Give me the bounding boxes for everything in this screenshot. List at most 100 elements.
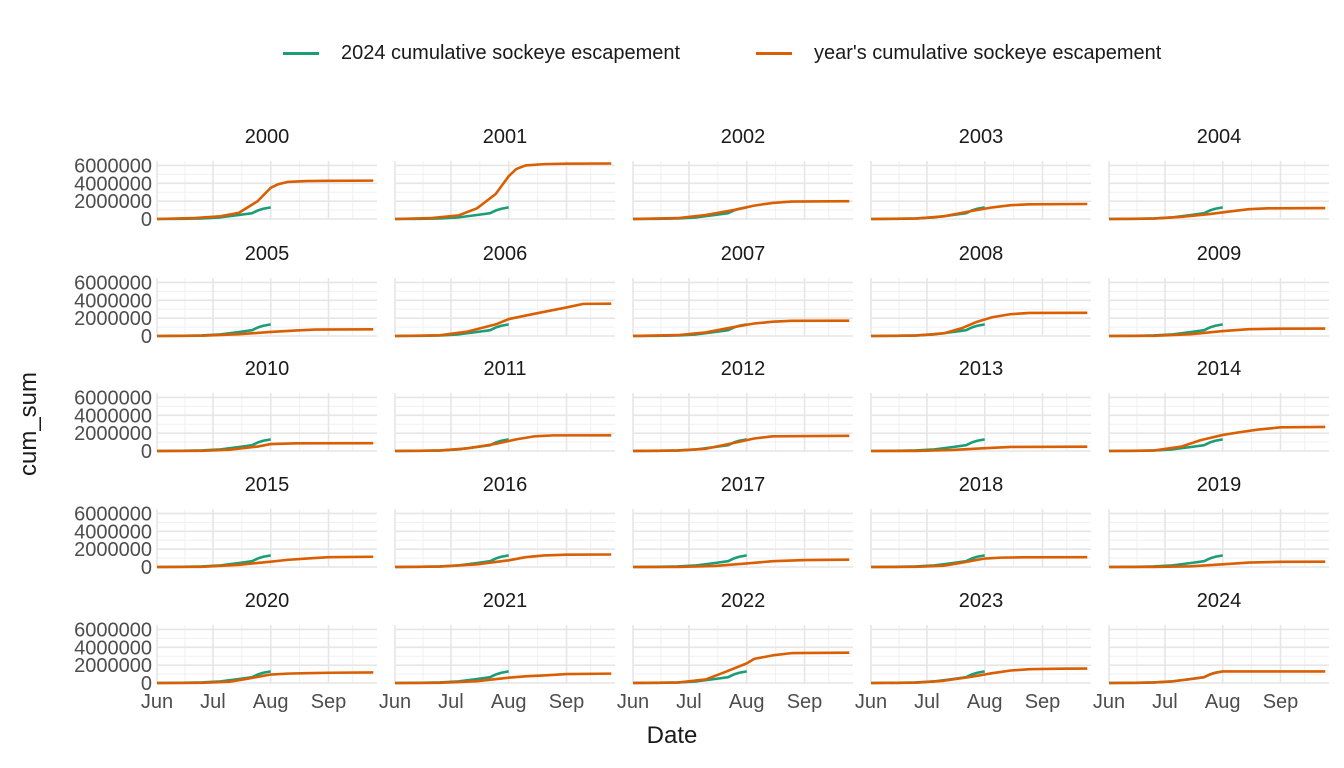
y-tick-label: 2000000 (74, 655, 152, 677)
facet-title-2021: 2021 (483, 590, 528, 612)
series-line-year-2011 (394, 434, 612, 453)
facet-title-2002: 2002 (721, 126, 766, 148)
series-line-year-2014 (1108, 425, 1326, 453)
facet-title-2004: 2004 (1197, 126, 1242, 148)
series-line-year-2023 (870, 667, 1088, 685)
x-tick-label: Jun (617, 691, 649, 713)
series-line-year-2010 (156, 441, 374, 453)
y-axis-title: cum_sum (15, 371, 42, 477)
series-line-year-2012 (632, 434, 850, 453)
series-line-year-2016 (394, 553, 612, 569)
x-tick-label: Aug (491, 691, 527, 713)
x-tick-label: Sep (787, 691, 823, 713)
facet-title-2019: 2019 (1197, 474, 1242, 496)
x-tick-label: Jun (1093, 691, 1125, 713)
facet-title-2008: 2008 (959, 243, 1004, 265)
facet-title-2000: 2000 (245, 126, 290, 148)
y-tick-label: 0 (141, 673, 152, 695)
legend-label-year: year's cumulative sockeye escapement (814, 41, 1162, 64)
y-tick-label: 0 (141, 557, 152, 579)
y-tick-label: 6000000 (74, 619, 152, 641)
series-line-year-2021 (394, 672, 612, 685)
y-tick-label: 2000000 (74, 191, 152, 213)
facet-title-2023: 2023 (959, 590, 1004, 612)
series-line-year-2022 (632, 651, 850, 685)
series-line-year-2001 (394, 162, 612, 221)
facet-title-2018: 2018 (959, 474, 1004, 496)
series-line-year-2019 (1108, 560, 1326, 569)
facet-title-2013: 2013 (959, 358, 1004, 380)
x-tick-label: Jul (914, 691, 940, 713)
y-tick-label: 6000000 (74, 272, 152, 294)
facet-title-2015: 2015 (245, 474, 290, 496)
facet-title-2017: 2017 (721, 474, 766, 496)
facet-title-2007: 2007 (721, 243, 766, 265)
series-line-year-2005 (156, 328, 374, 338)
facet-title-2024: 2024 (1197, 590, 1242, 612)
y-tick-label: 0 (141, 441, 152, 463)
facet-title-2022: 2022 (721, 590, 766, 612)
series-line-year-2003 (870, 202, 1088, 221)
x-tick-label: Sep (549, 691, 585, 713)
legend-item-year: year's cumulative sockeye escapement (756, 38, 1161, 68)
series-line-year-2008 (870, 311, 1088, 338)
facet-title-2005: 2005 (245, 243, 290, 265)
facet-title-2010: 2010 (245, 358, 290, 380)
series-line-year-2013 (870, 445, 1088, 453)
y-tick-label: 2000000 (74, 539, 152, 561)
y-tick-label: 2000000 (74, 423, 152, 445)
x-axis-title: Date (646, 722, 698, 749)
facet-title-2006: 2006 (483, 243, 528, 265)
y-tick-label: 6000000 (74, 503, 152, 525)
x-tick-label: Aug (253, 691, 289, 713)
x-tick-label: Sep (311, 691, 347, 713)
facet-title-2001: 2001 (483, 126, 528, 148)
y-tick-label: 4000000 (74, 521, 152, 543)
series-line-year-2007 (632, 319, 850, 338)
series-line-year-2017 (632, 558, 850, 569)
legend-item-2024: 2024 cumulative sockeye escapement (283, 38, 680, 68)
facet-title-2003: 2003 (959, 126, 1004, 148)
x-tick-label: Jul (676, 691, 702, 713)
series-line-year-2018 (870, 555, 1088, 569)
x-tick-label: Sep (1263, 691, 1299, 713)
legend-swatch-2024 (283, 51, 319, 55)
y-tick-label: 4000000 (74, 637, 152, 659)
x-tick-label: Jul (1152, 691, 1178, 713)
series-line-year-2009 (1108, 327, 1326, 338)
y-tick-label: 6000000 (74, 387, 152, 409)
legend: 2024 cumulative sockeye escapement year'… (0, 38, 1344, 68)
x-tick-label: Sep (1025, 691, 1061, 713)
y-tick-label: 4000000 (74, 290, 152, 312)
y-tick-label: 4000000 (74, 405, 152, 427)
facet-title-2011: 2011 (483, 358, 526, 380)
series-line-year-2006 (394, 302, 612, 338)
facet-title-2009: 2009 (1197, 243, 1242, 265)
facet-title-2016: 2016 (483, 474, 528, 496)
series-line-year-2000 (156, 179, 374, 221)
series-line-year-2020 (156, 671, 374, 685)
series-line-year-2004 (1108, 206, 1326, 221)
facet-title-2014: 2014 (1197, 358, 1242, 380)
y-tick-label: 4000000 (74, 173, 152, 195)
facet-title-2020: 2020 (245, 590, 290, 612)
legend-label-2024: 2024 cumulative sockeye escapement (341, 41, 681, 64)
x-tick-label: Aug (1205, 691, 1241, 713)
x-tick-label: Aug (729, 691, 765, 713)
x-tick-label: Aug (967, 691, 1003, 713)
x-tick-label: Jul (438, 691, 464, 713)
legend-swatch-year (756, 51, 792, 55)
y-tick-label: 0 (141, 209, 152, 231)
x-tick-label: Jul (200, 691, 226, 713)
x-tick-label: Jun (855, 691, 887, 713)
y-tick-label: 6000000 (74, 155, 152, 177)
y-tick-label: 2000000 (74, 308, 152, 330)
x-tick-label: Jun (379, 691, 411, 713)
facet-title-2012: 2012 (721, 358, 766, 380)
series-line-year-2002 (632, 199, 850, 221)
y-tick-label: 0 (141, 326, 152, 348)
series-line-year-2024 (1108, 670, 1326, 685)
series-line-year-2015 (156, 555, 374, 569)
x-tick-label: Jun (141, 691, 173, 713)
